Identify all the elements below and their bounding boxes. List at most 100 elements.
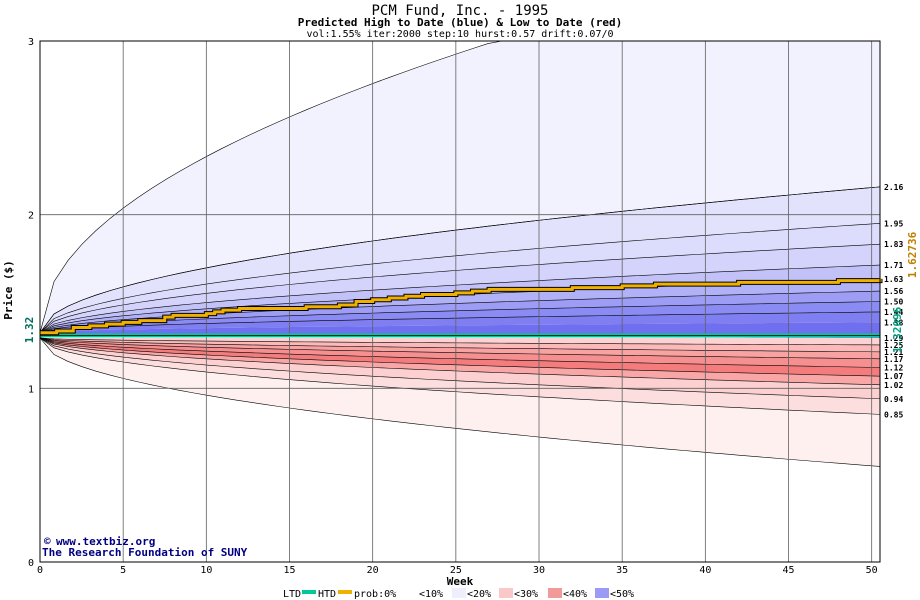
low-band — [40, 337, 880, 385]
credit-org: The Research Foundation of SUNY — [42, 546, 248, 559]
high-band — [40, 223, 880, 333]
right-level-label: 1.07 — [884, 372, 903, 381]
high-band — [40, 244, 880, 333]
legend-htd-swatch — [338, 590, 352, 594]
x-tick-label: 45 — [782, 565, 794, 576]
band-edge — [39, 264, 881, 334]
htd-line — [40, 278, 882, 335]
x-axis-label: Week — [447, 575, 474, 588]
y-tick-label: 3 — [28, 37, 34, 48]
x-tick-label: 0 — [37, 565, 43, 576]
legend-ltd-swatch — [302, 590, 316, 594]
x-tick-label: 5 — [120, 565, 126, 576]
right-level-labels: 2.16 1.95 1.83 1.71 1.63 1.56 1.501.441.38 1.29… — [884, 183, 903, 420]
y-tick-label: 2 — [28, 211, 34, 222]
low-band — [40, 337, 880, 359]
right-level-label: 1.25 — [884, 341, 903, 350]
y-tick-label: 1 — [28, 384, 34, 395]
legend-bin-10: <10% — [419, 589, 443, 600]
right-level-label: 1.21 — [884, 348, 903, 357]
high-band — [40, 311, 880, 333]
legend-swatch-20 — [499, 588, 513, 598]
y-axis-label: Price ($) — [2, 260, 15, 320]
high-band — [40, 278, 880, 333]
right-level-label: 1.02 — [884, 381, 903, 390]
chart-title: PCM Fund, Inc. - 1995 — [371, 3, 548, 19]
start-price-label: 1.32 — [23, 317, 36, 344]
x-tick-label: 30 — [533, 565, 545, 576]
probability-bands — [39, 40, 881, 467]
band-edge — [39, 311, 881, 334]
x-tick-label: 35 — [616, 565, 628, 576]
x-tick-label: 50 — [866, 565, 878, 576]
right-level-label: 0.85 — [884, 410, 903, 419]
band-edge — [39, 223, 881, 333]
legend-swatch-30 — [548, 588, 562, 598]
x-tick-label: 20 — [367, 565, 379, 576]
band-edge — [39, 337, 881, 346]
legend-swatch-0 — [397, 588, 411, 598]
right-level-label: 1.56 — [884, 287, 903, 296]
y-tick-labels: 0 1 2 3 — [28, 37, 34, 569]
band-edge — [39, 337, 881, 377]
legend-prob-label: prob:0% — [354, 589, 396, 600]
x-tick-label: 15 — [283, 565, 295, 576]
right-level-label: 1.29 — [884, 334, 903, 343]
low-band — [40, 337, 880, 467]
chart-subtitle: Predicted High to Date (blue) & Low to D… — [298, 16, 623, 29]
legend-bin-30: <30% — [514, 589, 538, 600]
htd-value-label: 1.62736 — [906, 231, 919, 278]
right-level-label: 1.83 — [884, 240, 903, 249]
legend-htd-label: HTD — [318, 589, 336, 600]
grid — [40, 41, 880, 562]
high-band — [40, 291, 880, 333]
legend-swatch-10 — [452, 588, 466, 598]
plot-frame — [39, 40, 881, 563]
right-level-label: 1.50 — [884, 298, 903, 307]
band-edge — [39, 337, 881, 400]
right-level-label: 1.63 — [884, 275, 903, 284]
chart-params: vol:1.55% iter:2000 step:10 hurst:0.57 d… — [306, 29, 613, 40]
band-edge — [39, 337, 881, 415]
low-band — [40, 337, 880, 377]
band-edge — [39, 301, 881, 334]
legend-ltd-label: LTD — [283, 589, 301, 600]
low-band — [40, 337, 880, 415]
low-band — [40, 337, 880, 399]
band-edge — [39, 337, 881, 368]
series-lines — [40, 278, 883, 338]
x-tick-label: 10 — [200, 565, 212, 576]
band-edge — [39, 337, 881, 353]
right-level-label: 1.95 — [884, 219, 903, 228]
y-tick-label: 0 — [28, 558, 34, 569]
legend: LTD HTD prob:0% <10% <20% <30% <40% <50% — [283, 588, 634, 600]
band-edge — [39, 337, 881, 360]
x-tick-labels: 0 5 10 15 20 25 30 35 40 45 50 — [37, 565, 878, 576]
legend-bin-20: <20% — [467, 589, 491, 600]
right-level-label: 2.16 — [884, 183, 903, 192]
copyright-icon: © — [44, 535, 51, 548]
low-band — [40, 337, 880, 345]
credit-url: www.textbiz.org — [56, 535, 155, 548]
ltd-value-label: 1.32096 — [891, 306, 904, 353]
right-level-label: 1.38 — [884, 318, 903, 327]
right-level-label: 1.17 — [884, 355, 903, 364]
legend-swatch-40 — [595, 588, 609, 598]
high-band — [40, 301, 880, 333]
legend-bin-50: <50% — [610, 589, 634, 600]
legend-bin-40: <40% — [563, 589, 587, 600]
x-tick-label: 25 — [450, 565, 462, 576]
band-edge — [39, 186, 881, 333]
right-level-label: 1.44 — [884, 308, 903, 317]
band-edge — [39, 243, 881, 333]
band-edge — [39, 337, 881, 386]
high-band — [40, 186, 880, 333]
right-level-label: 1.71 — [884, 261, 903, 270]
right-level-label: 0.94 — [884, 395, 903, 404]
right-level-label: 1.12 — [884, 363, 903, 372]
x-tick-label: 40 — [699, 565, 711, 576]
band-edge — [39, 337, 881, 467]
credits: © www.textbiz.org The Research Foundatio… — [42, 535, 248, 559]
